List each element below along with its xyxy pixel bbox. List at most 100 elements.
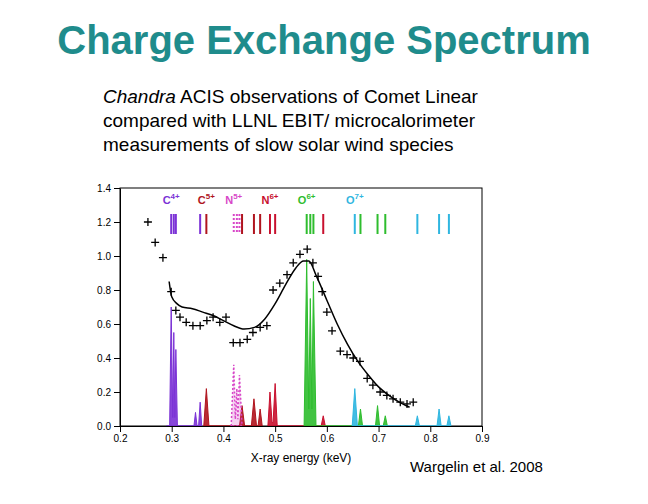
line-energy-marker xyxy=(236,214,238,234)
line-energy-marker xyxy=(309,214,311,234)
ion-label: N5+ xyxy=(225,192,242,206)
data-point xyxy=(269,286,277,294)
line-energy-marker xyxy=(233,214,235,234)
data-point xyxy=(216,318,224,326)
x-tick-label: 0.8 xyxy=(424,433,438,444)
y-tick: 0.8 xyxy=(97,285,120,296)
data-point xyxy=(243,335,251,343)
y-tick: 0.2 xyxy=(97,387,120,398)
line-energy-marker xyxy=(238,214,240,234)
data-point xyxy=(263,322,271,330)
background xyxy=(0,0,648,504)
data-point xyxy=(144,218,152,226)
line-energy-marker xyxy=(306,214,308,234)
y-axis-line xyxy=(120,189,121,427)
y-tick: 1.2 xyxy=(97,217,120,228)
line-energy-marker xyxy=(269,214,271,234)
y-tick-mark xyxy=(114,290,120,291)
ion-spectrum xyxy=(304,259,387,426)
x-tick-mark xyxy=(275,426,276,432)
y-tick-label: 1.2 xyxy=(97,217,111,228)
plot-frame xyxy=(120,188,482,426)
x-tick-mark xyxy=(120,426,121,432)
x-tick: 0.3 xyxy=(165,426,179,444)
line-energy-marker xyxy=(322,214,324,234)
data-point xyxy=(283,271,291,279)
y-tick-mark xyxy=(114,426,120,427)
x-tick: 0.4 xyxy=(217,426,231,444)
y-tick-label: 1.4 xyxy=(97,183,111,194)
subtitle: Chandra ACIS observations of Comet Linea… xyxy=(103,86,479,107)
x-tick-mark xyxy=(379,426,380,432)
line-energy-marker xyxy=(205,214,207,234)
data-point xyxy=(389,395,397,403)
data-point xyxy=(303,245,311,253)
data-point xyxy=(323,308,331,316)
line-energy-marker xyxy=(241,214,243,234)
x-tick-label: 0.3 xyxy=(165,433,179,444)
slide: Charge Exchange Spectrum Chandra ACIS obs… xyxy=(0,0,648,504)
data-point xyxy=(356,357,364,365)
line-energy-marker xyxy=(416,214,418,234)
y-tick-label: 0.8 xyxy=(97,285,111,296)
data-point xyxy=(189,322,197,330)
y-tick-label: 0.2 xyxy=(97,387,111,398)
data-point xyxy=(151,238,159,246)
y-tick: 0.4 xyxy=(97,353,120,364)
y-tick-mark xyxy=(114,358,120,359)
title: Charge Exchange Spectrum xyxy=(57,18,591,62)
ion-label: N6+ xyxy=(261,192,278,206)
x-tick-label: 0.5 xyxy=(269,433,283,444)
data-point xyxy=(167,288,175,296)
ion-spectrum xyxy=(268,384,325,427)
x-tick-label: 0.9 xyxy=(476,433,490,444)
line-energy-marker xyxy=(259,214,261,234)
line-energy-marker xyxy=(253,214,255,234)
y-tick-mark xyxy=(114,222,120,223)
data-point xyxy=(318,288,326,296)
subtitle: compared with LLNL EBIT/ microcalorimete… xyxy=(103,110,476,131)
ion-label: O7+ xyxy=(346,192,364,206)
ion-spectrum xyxy=(167,307,202,426)
x-tick-mark xyxy=(223,426,224,432)
x-tick-mark xyxy=(172,426,173,432)
data-point xyxy=(403,400,411,408)
y-tick-mark xyxy=(114,256,120,257)
ion-label: O6+ xyxy=(298,192,316,206)
x-axis-line xyxy=(121,426,483,427)
y-tick-label: 0.4 xyxy=(97,353,111,364)
data-point xyxy=(309,259,317,267)
line-energy-marker xyxy=(377,214,379,234)
line-energy-marker xyxy=(173,214,175,234)
x-tick: 0.8 xyxy=(424,426,438,444)
x-tick-label: 0.2 xyxy=(114,433,128,444)
data-point xyxy=(249,329,257,337)
x-tick: 0.7 xyxy=(372,426,386,444)
data-point xyxy=(256,323,264,331)
data-point xyxy=(363,374,371,382)
data-point xyxy=(196,322,204,330)
model-line xyxy=(169,261,409,407)
data-point xyxy=(176,313,184,321)
line-energy-marker xyxy=(199,214,201,234)
data-point xyxy=(172,306,180,314)
ion-label: C4+ xyxy=(163,192,180,206)
y-tick-label: 0.0 xyxy=(97,421,111,432)
x-tick-mark xyxy=(482,426,483,432)
line-energy-marker xyxy=(384,214,386,234)
plot-area xyxy=(144,214,451,426)
x-tick-label: 0.7 xyxy=(372,433,386,444)
data-point xyxy=(236,339,244,347)
subtitle: measurements of slow solar wind species xyxy=(103,134,454,155)
x-tick: 0.5 xyxy=(269,426,283,444)
x-tick-mark xyxy=(327,426,328,432)
data-point xyxy=(159,254,167,262)
ion-spectrum xyxy=(231,365,242,426)
line-energy-marker xyxy=(438,214,440,234)
line-energy-marker xyxy=(170,214,172,234)
data-point xyxy=(222,313,230,321)
ion-labels: C4+C5+N5+N6+O6+O7+ xyxy=(163,192,364,206)
x-tick: 0.9 xyxy=(476,426,490,444)
y-tick: 0.0 xyxy=(97,421,120,432)
line-energy-marker xyxy=(274,214,276,234)
